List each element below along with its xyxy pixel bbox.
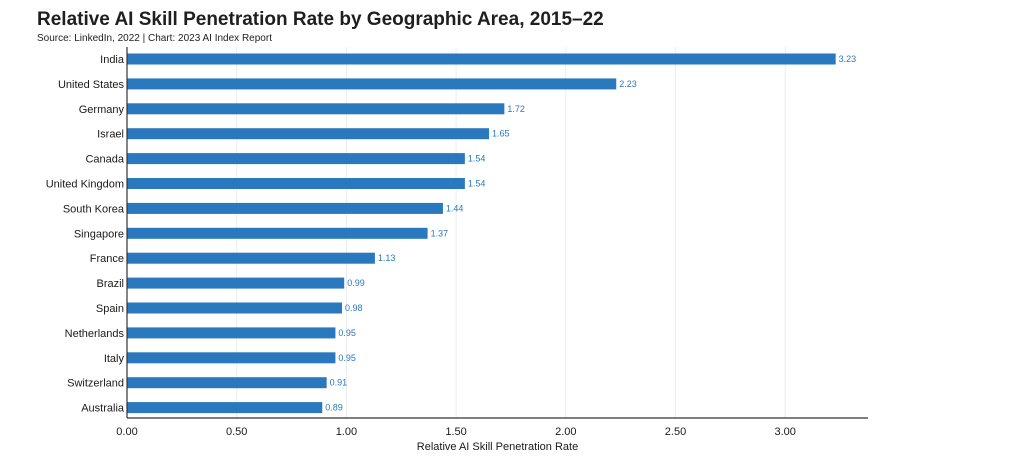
bar bbox=[127, 103, 505, 115]
bar bbox=[127, 277, 345, 289]
bar bbox=[127, 128, 490, 140]
value-label: 1.54 bbox=[468, 154, 486, 164]
x-tick-label: 1.50 bbox=[445, 426, 466, 438]
value-label: 0.95 bbox=[338, 353, 356, 363]
value-label: 1.44 bbox=[446, 203, 464, 213]
category-label: Netherlands bbox=[65, 328, 125, 340]
category-label: Brazil bbox=[96, 278, 124, 290]
value-label: 1.13 bbox=[378, 253, 396, 263]
tick-labels: 0.00 0.50 1.00 1.50 2.00 2.50 3.00 bbox=[116, 426, 796, 438]
category-label: Germany bbox=[79, 104, 125, 116]
category-label: India bbox=[100, 54, 125, 66]
category-label: Italy bbox=[104, 353, 125, 365]
bar bbox=[127, 178, 465, 189]
value-labels: 3.23 2.23 1.72 1.65 1.54 1.54 1.44 1.37 1.13 0.99… bbox=[325, 54, 856, 413]
x-tick-label: 2.50 bbox=[665, 426, 686, 438]
bar bbox=[127, 53, 836, 65]
bar bbox=[127, 302, 343, 314]
bar bbox=[127, 402, 323, 414]
category-label: Switzerland bbox=[67, 378, 124, 390]
value-label: 1.54 bbox=[468, 179, 486, 189]
value-label: 3.23 bbox=[839, 54, 857, 64]
chart-title: Relative AI Skill Penetration Rate by Ge… bbox=[37, 9, 604, 30]
value-label: 2.23 bbox=[619, 79, 637, 89]
bar bbox=[127, 227, 428, 239]
category-label: United States bbox=[58, 79, 125, 91]
value-label: 0.98 bbox=[345, 303, 363, 313]
bar bbox=[127, 377, 327, 389]
category-label: Spain bbox=[96, 303, 124, 315]
x-tick-label: 0.50 bbox=[226, 426, 247, 438]
bar bbox=[127, 153, 465, 165]
category-label: Singapore bbox=[74, 228, 124, 240]
category-label: United Kingdom bbox=[46, 179, 124, 191]
x-tick-label: 0.00 bbox=[116, 426, 137, 438]
bar bbox=[127, 252, 375, 264]
bar bbox=[127, 78, 617, 90]
category-label: Canada bbox=[85, 154, 124, 166]
value-label: 1.37 bbox=[431, 228, 449, 238]
x-tick-label: 1.00 bbox=[336, 426, 357, 438]
chart-source: Source: LinkedIn, 2022 | Chart: 2023 AI … bbox=[37, 33, 272, 44]
bars bbox=[127, 53, 836, 414]
bar bbox=[127, 352, 336, 364]
category-label: South Korea bbox=[63, 203, 125, 215]
axes bbox=[126, 47, 868, 419]
x-tick-label: 3.00 bbox=[774, 426, 795, 438]
value-label: 0.91 bbox=[330, 378, 348, 388]
category-label: France bbox=[90, 253, 124, 265]
value-label: 0.95 bbox=[338, 328, 356, 338]
category-label: Israel bbox=[97, 129, 124, 141]
category-label: Australia bbox=[81, 403, 125, 415]
bar bbox=[127, 202, 443, 214]
value-label: 0.99 bbox=[347, 278, 365, 288]
value-label: 0.89 bbox=[325, 403, 343, 413]
x-axis-title: Relative AI Skill Penetration Rate bbox=[417, 441, 578, 453]
value-label: 1.65 bbox=[492, 129, 510, 139]
value-label: 1.72 bbox=[507, 104, 525, 114]
bar bbox=[127, 327, 336, 339]
x-tick-label: 2.00 bbox=[555, 426, 576, 438]
category-labels: India United States Germany Israel Canada Uni… bbox=[46, 54, 125, 415]
